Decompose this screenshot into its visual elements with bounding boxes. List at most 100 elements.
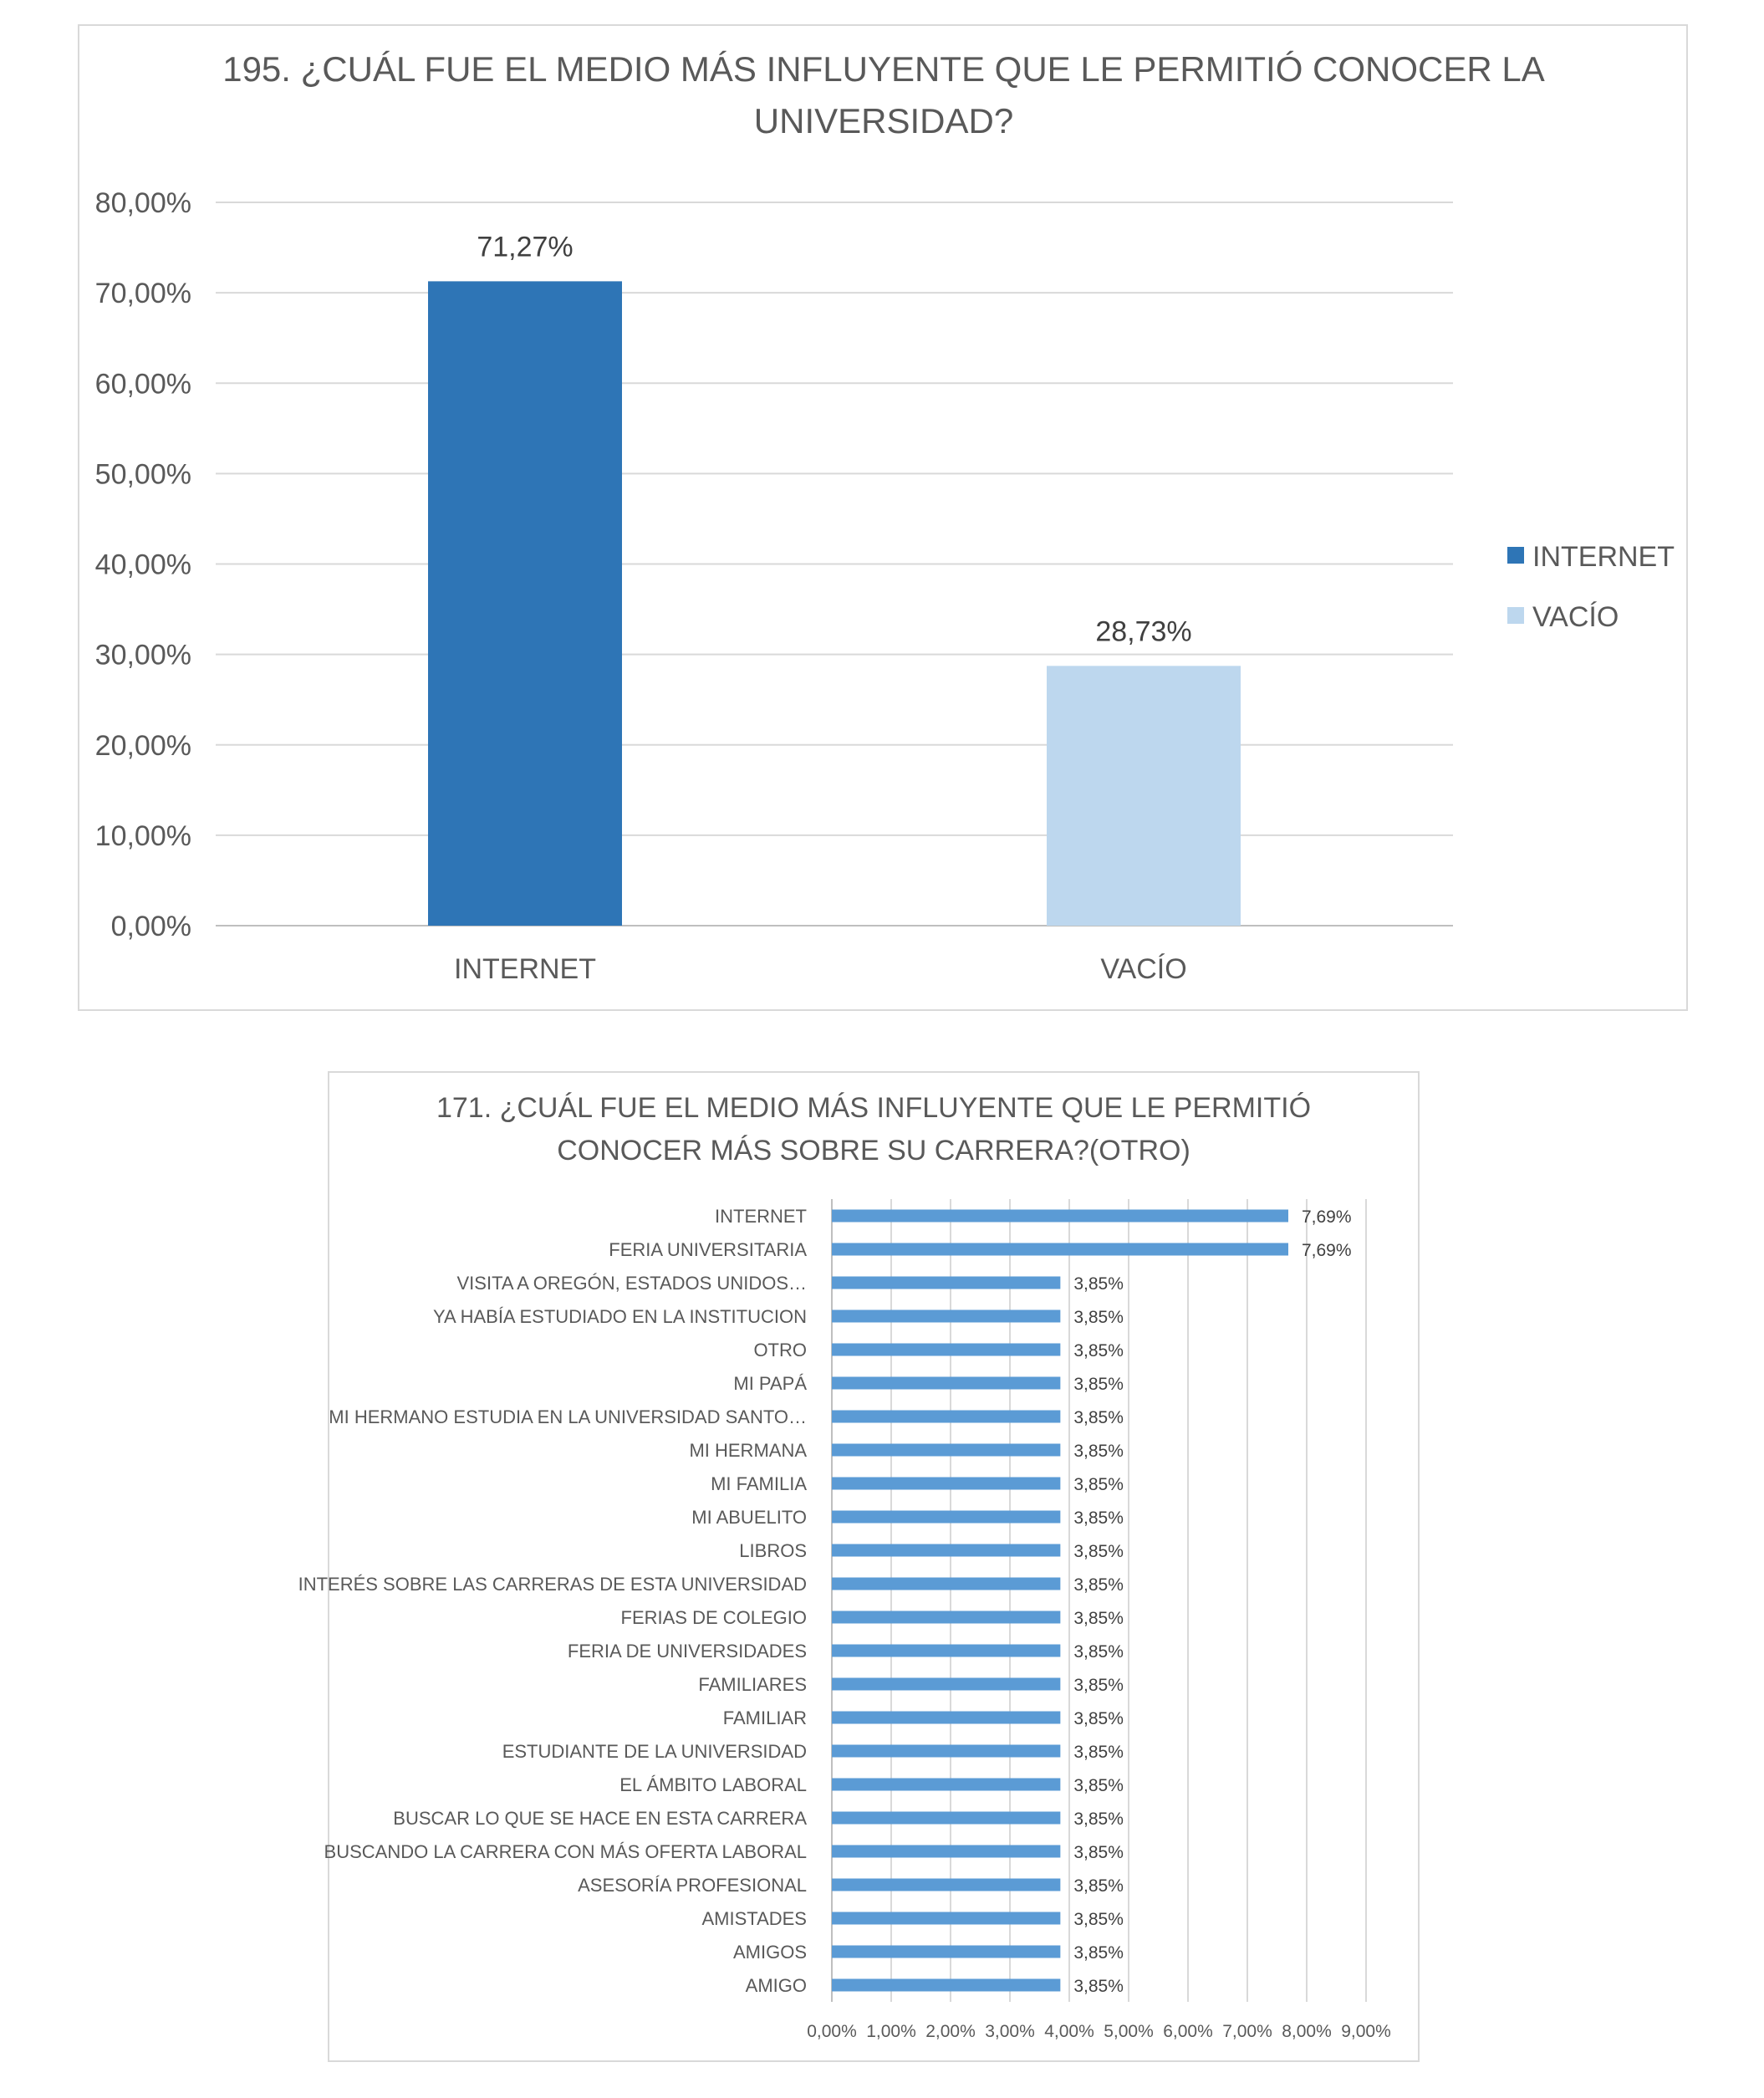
chart-2-bar — [832, 1376, 1061, 1390]
chart-1-data-label: 71,27% — [477, 231, 573, 263]
chart-2-data-label: 3,85% — [1073, 1676, 1124, 1695]
chart-2-y-tick-label: OTRO — [753, 1340, 807, 1360]
chart-1-frame — [78, 24, 1688, 1011]
chart-1-legend-label: VACÍO — [1532, 601, 1619, 633]
chart-2-bar — [832, 1644, 1061, 1657]
chart-2-y-tick-label: MI PAPÁ — [733, 1373, 807, 1394]
chart-2-data-label: 3,85% — [1073, 1776, 1124, 1795]
chart-2-data-label: 3,85% — [1073, 1843, 1124, 1862]
chart-2-bar — [832, 1778, 1061, 1791]
chart-2-bar — [832, 1945, 1061, 1958]
chart-1-y-tick-label: 10,00% — [95, 820, 191, 852]
chart-1-title-line: 195. ¿CUÁL FUE EL MEDIO MÁS INFLUYENTE Q… — [222, 49, 1545, 89]
chart-2-y-tick-label: FAMILIARES — [698, 1674, 807, 1695]
chart-2-bar — [832, 1577, 1061, 1590]
chart-1-bar — [428, 281, 622, 926]
chart-1-y-tick-label: 70,00% — [95, 278, 191, 309]
chart-1-y-tick-label: 50,00% — [95, 458, 191, 490]
chart-2-data-label: 7,69% — [1302, 1207, 1352, 1227]
chart-2-bar — [832, 1309, 1061, 1323]
chart-2-bar — [832, 1410, 1061, 1423]
chart-1-x-tick-label: INTERNET — [454, 953, 596, 985]
chart-2-data-label: 3,85% — [1073, 1341, 1124, 1360]
chart-2-data-label: 3,85% — [1073, 1308, 1124, 1327]
chart-2-y-tick-label: MI FAMILIA — [711, 1473, 807, 1494]
chart-2-data-label: 3,85% — [1073, 1876, 1124, 1896]
chart-2-data-label: 3,85% — [1073, 1475, 1124, 1494]
chart-2-bar — [832, 1611, 1061, 1624]
chart-2-y-tick-label: ESTUDIANTE DE LA UNIVERSIDAD — [502, 1741, 807, 1762]
chart-2-title-line: CONOCER MÁS SOBRE SU CARRERA?(OTRO) — [557, 1135, 1190, 1166]
chart-2-data-label: 3,85% — [1073, 1743, 1124, 1762]
chart-2-bar — [832, 1878, 1061, 1891]
chart-2-data-label: 3,85% — [1073, 1542, 1124, 1561]
chart-2-x-tick-label: 0,00% — [807, 2022, 857, 2041]
chart-2-y-tick-label: BUSCAR LO QUE SE HACE EN ESTA CARRERA — [393, 1808, 807, 1829]
chart-2-title-line: 171. ¿CUÁL FUE EL MEDIO MÁS INFLUYENTE Q… — [436, 1092, 1311, 1124]
chart-1-y-tick-label: 40,00% — [95, 549, 191, 581]
chart-2-bar — [832, 1845, 1061, 1858]
chart-2-bar — [832, 1276, 1061, 1289]
chart-2-data-label: 3,85% — [1073, 1709, 1124, 1728]
chart-2-x-tick-label: 7,00% — [1222, 2022, 1272, 2041]
chart-2-data-label: 3,85% — [1073, 1810, 1124, 1829]
chart-2-y-tick-label: FERIA UNIVERSITARIA — [609, 1239, 807, 1260]
chart-2-y-tick-label: INTERNET — [715, 1206, 807, 1227]
chart-2-y-tick-label: VISITA A OREGÓN, ESTADOS UNIDOS… — [457, 1273, 808, 1294]
chart-2-data-label: 3,85% — [1073, 1508, 1124, 1528]
chart-2-y-tick-label: INTERÉS SOBRE LAS CARRERAS DE ESTA UNIVE… — [298, 1574, 807, 1595]
chart-2-bar — [832, 1510, 1061, 1524]
chart-2-data-label: 7,69% — [1302, 1241, 1352, 1260]
chart-2-bar — [832, 1744, 1061, 1758]
chart-2-data-label: 3,85% — [1073, 1274, 1124, 1294]
chart-2-y-tick-label: FERIA DE UNIVERSIDADES — [568, 1641, 807, 1662]
chart-2-x-tick-label: 8,00% — [1282, 2022, 1332, 2041]
chart-2-x-tick-label: 5,00% — [1104, 2022, 1154, 2041]
chart-1-legend-swatch — [1507, 607, 1524, 624]
chart-2-bar — [832, 1343, 1061, 1356]
chart-2-data-label: 3,85% — [1073, 1375, 1124, 1394]
chart-2-y-tick-label: MI ABUELITO — [691, 1507, 807, 1528]
chart-1-y-tick-label: 0,00% — [111, 911, 191, 942]
chart-2-data-label: 3,85% — [1073, 1408, 1124, 1427]
chart-2-y-tick-label: FERIAS DE COLEGIO — [621, 1607, 808, 1628]
chart-2-bar — [832, 1477, 1061, 1490]
chart-2-x-tick-label: 4,00% — [1044, 2022, 1094, 2041]
chart-1-y-tick-label: 20,00% — [95, 730, 191, 762]
chart-1-y-tick-label: 80,00% — [95, 187, 191, 219]
chart-2-data-label: 3,85% — [1073, 1642, 1124, 1662]
chart-1-data-label: 28,73% — [1095, 615, 1191, 647]
chart-1-legend-swatch — [1507, 547, 1524, 564]
chart-2-y-tick-label: AMIGO — [746, 1975, 807, 1996]
chart-2-y-tick-label: YA HABÍA ESTUDIADO EN LA INSTITUCION — [433, 1306, 807, 1327]
chart-1-title-line: UNIVERSIDAD? — [754, 101, 1013, 140]
chart-2-y-tick-label: MI HERMANO ESTUDIA EN LA UNIVERSIDAD SAN… — [329, 1406, 807, 1427]
chart-1-x-tick-label: VACÍO — [1100, 953, 1186, 985]
chart-2-data-label: 3,85% — [1073, 1575, 1124, 1595]
chart-2-x-tick-label: 2,00% — [925, 2022, 976, 2041]
chart-2-bar — [832, 1243, 1288, 1256]
chart-2-bar — [832, 1978, 1061, 1992]
chart-2-x-tick-label: 1,00% — [866, 2022, 916, 2041]
chart-2-bar — [832, 1677, 1061, 1691]
chart-2-y-tick-label: FAMILIAR — [723, 1707, 807, 1728]
chart-2-bar — [832, 1811, 1061, 1825]
chart-2-y-tick-label: MI HERMANA — [689, 1440, 807, 1461]
chart-2-y-tick-label: AMISTADES — [701, 1908, 807, 1929]
chart-2-data-label: 3,85% — [1073, 1609, 1124, 1628]
chart-2-x-tick-label: 9,00% — [1341, 2022, 1391, 2041]
chart-1-legend-label: INTERNET — [1532, 541, 1675, 573]
chart-2-y-tick-label: AMIGOS — [733, 1942, 807, 1963]
chart-2-y-tick-label: BUSCANDO LA CARRERA CON MÁS OFERTA LABOR… — [324, 1841, 807, 1862]
chart-2-bar — [832, 1912, 1061, 1925]
chart-2-bar — [832, 1544, 1061, 1557]
chart-2-y-tick-label: LIBROS — [739, 1540, 807, 1561]
chart-2-bar — [832, 1711, 1061, 1724]
chart-2-x-tick-label: 6,00% — [1163, 2022, 1213, 2041]
chart-2-data-label: 3,85% — [1073, 1442, 1124, 1461]
chart-2-y-tick-label: ASESORÍA PROFESIONAL — [578, 1875, 807, 1896]
chart-2-data-label: 3,85% — [1073, 1943, 1124, 1963]
chart-2-bar — [832, 1443, 1061, 1457]
chart-2-bar — [832, 1209, 1288, 1223]
